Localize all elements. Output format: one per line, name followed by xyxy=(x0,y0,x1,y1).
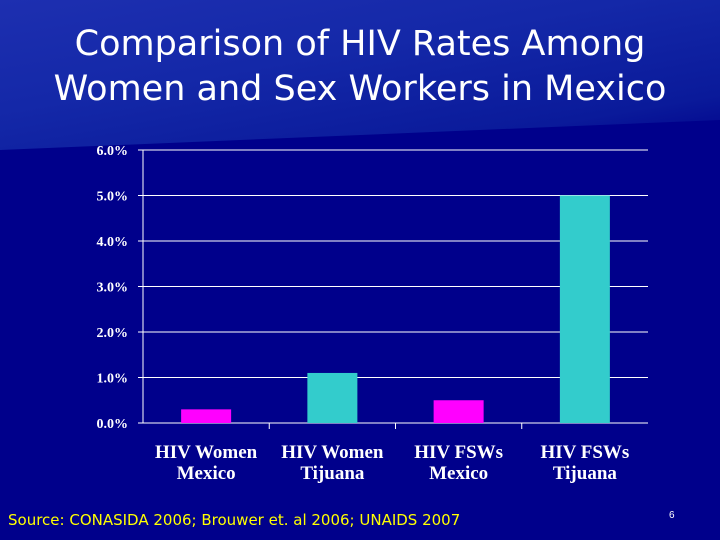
y-tick-label: 2.0% xyxy=(97,326,129,341)
y-tick-label: 6.0% xyxy=(97,144,129,159)
title-line-2: Women and Sex Workers in Mexico xyxy=(53,69,667,109)
bar xyxy=(559,195,610,423)
y-tick-label: 1.0% xyxy=(97,372,129,387)
bar xyxy=(181,409,232,423)
bar xyxy=(307,372,358,423)
title-line-1: Comparison of HIV Rates Among xyxy=(74,24,646,64)
x-category-label: HIV FSWs xyxy=(414,442,503,463)
slide-title: Comparison of HIV Rates Among Women and … xyxy=(0,22,720,112)
header-band xyxy=(0,0,720,150)
x-category-label: HIV Women xyxy=(155,442,258,463)
x-category-label: HIV Women xyxy=(281,442,384,463)
source-citation: Source: CONASIDA 2006; Brouwer et. al 20… xyxy=(8,511,461,529)
slide-number: 6 xyxy=(669,510,675,521)
y-tick-label: 4.0% xyxy=(97,235,129,250)
x-category-label: Mexico xyxy=(177,463,236,484)
y-tick-label: 3.0% xyxy=(97,281,129,296)
bar xyxy=(433,400,484,423)
x-category-label: Mexico xyxy=(429,463,488,484)
x-category-label: Tijuana xyxy=(553,463,618,484)
y-tick-label: 0.0% xyxy=(97,417,129,432)
x-category-label: HIV FSWs xyxy=(540,442,629,463)
y-tick-label: 5.0% xyxy=(97,190,129,205)
x-category-label: Tijuana xyxy=(300,463,365,484)
